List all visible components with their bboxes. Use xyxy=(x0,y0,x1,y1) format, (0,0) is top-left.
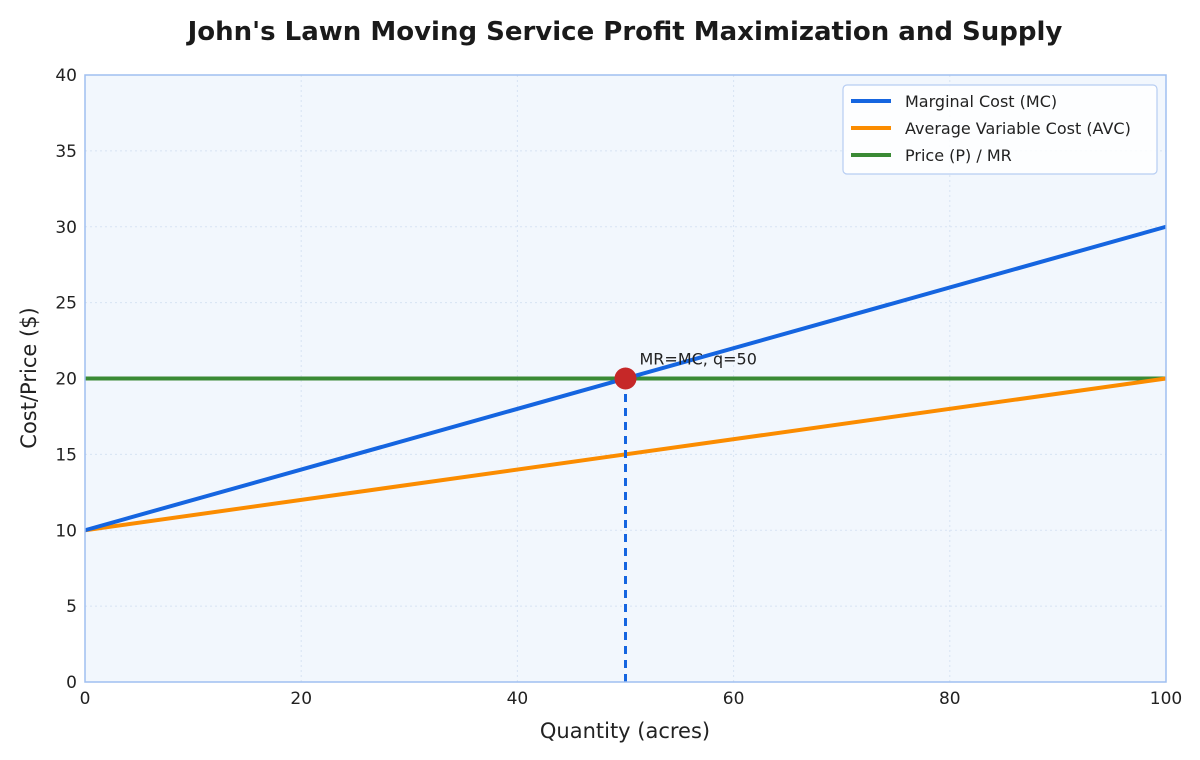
legend-label: Marginal Cost (MC) xyxy=(905,92,1057,111)
y-tick-label: 40 xyxy=(55,66,77,86)
y-axis-label: Cost/Price ($) xyxy=(17,307,41,448)
legend: Marginal Cost (MC) Average Variable Cost … xyxy=(842,84,1158,175)
x-tick-label: 60 xyxy=(723,689,745,709)
y-tick-label: 25 xyxy=(55,294,77,314)
legend-label: Average Variable Cost (AVC) xyxy=(905,119,1131,138)
equilibrium-marker xyxy=(614,367,637,390)
y-tick-label: 35 xyxy=(55,142,77,162)
chart-title: John's Lawn Moving Service Profit Maximi… xyxy=(186,17,1063,47)
y-tick-label: 5 xyxy=(66,597,77,617)
y-tick-label: 30 xyxy=(55,218,77,238)
y-tick-label: 10 xyxy=(55,521,77,541)
y-axis-ticks: 0 5 10 15 20 25 30 35 40 xyxy=(55,66,77,693)
x-tick-label: 100 xyxy=(1150,689,1182,709)
y-tick-label: 15 xyxy=(55,445,77,465)
x-tick-label: 20 xyxy=(290,689,312,709)
x-tick-label: 40 xyxy=(507,689,529,709)
x-axis-ticks: 0 20 40 60 80 100 xyxy=(80,689,1183,709)
x-axis-label: Quantity (acres) xyxy=(540,719,710,743)
legend-box xyxy=(842,84,1158,175)
legend-label: Price (P) / MR xyxy=(905,146,1012,165)
x-tick-label: 0 xyxy=(80,689,91,709)
equilibrium-annotation: MR=MC, q=50 xyxy=(640,350,757,369)
y-tick-label: 20 xyxy=(55,370,77,390)
reference-layer: MR=MC, q=50 xyxy=(614,350,757,682)
plot-frame xyxy=(84,74,1167,683)
x-tick-label: 80 xyxy=(939,689,961,709)
y-tick-label: 0 xyxy=(66,673,77,693)
